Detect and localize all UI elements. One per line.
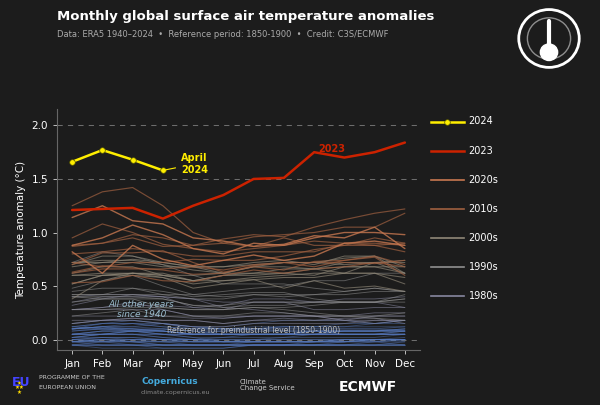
Text: Climate: Climate xyxy=(240,379,267,384)
Text: EUROPEAN UNION: EUROPEAN UNION xyxy=(39,386,96,390)
Text: EU: EU xyxy=(12,376,31,389)
Text: 2023: 2023 xyxy=(319,144,346,154)
Text: Copernicus: Copernicus xyxy=(141,377,197,386)
Text: climate.copernicus.eu: climate.copernicus.eu xyxy=(141,390,211,394)
Text: Change Service: Change Service xyxy=(240,385,295,390)
Text: 2023: 2023 xyxy=(469,146,493,156)
Circle shape xyxy=(541,44,557,60)
Text: ★
★★
★: ★ ★★ ★ xyxy=(14,381,25,395)
Text: 2000s: 2000s xyxy=(469,233,499,243)
Text: ECMWF: ECMWF xyxy=(339,380,397,394)
Text: 1990s: 1990s xyxy=(469,262,498,272)
Text: 2010s: 2010s xyxy=(469,204,499,214)
Text: 1980s: 1980s xyxy=(469,292,498,301)
Text: 2020s: 2020s xyxy=(469,175,499,185)
Text: 2024: 2024 xyxy=(469,117,493,126)
Text: Reference for preindustrial level (1850-1900): Reference for preindustrial level (1850-… xyxy=(167,326,340,335)
Text: Monthly global surface air temperature anomalies: Monthly global surface air temperature a… xyxy=(57,10,434,23)
Text: All other years
since 1940: All other years since 1940 xyxy=(109,300,175,319)
Text: Data: ERA5 1940–2024  •  Reference period: 1850-1900  •  Credit: C3S/ECMWF: Data: ERA5 1940–2024 • Reference period:… xyxy=(57,30,389,39)
Text: April
2024: April 2024 xyxy=(166,153,208,175)
Text: PROGRAMME OF THE: PROGRAMME OF THE xyxy=(39,375,105,380)
Y-axis label: Temperature anomaly (°C): Temperature anomaly (°C) xyxy=(16,161,26,299)
